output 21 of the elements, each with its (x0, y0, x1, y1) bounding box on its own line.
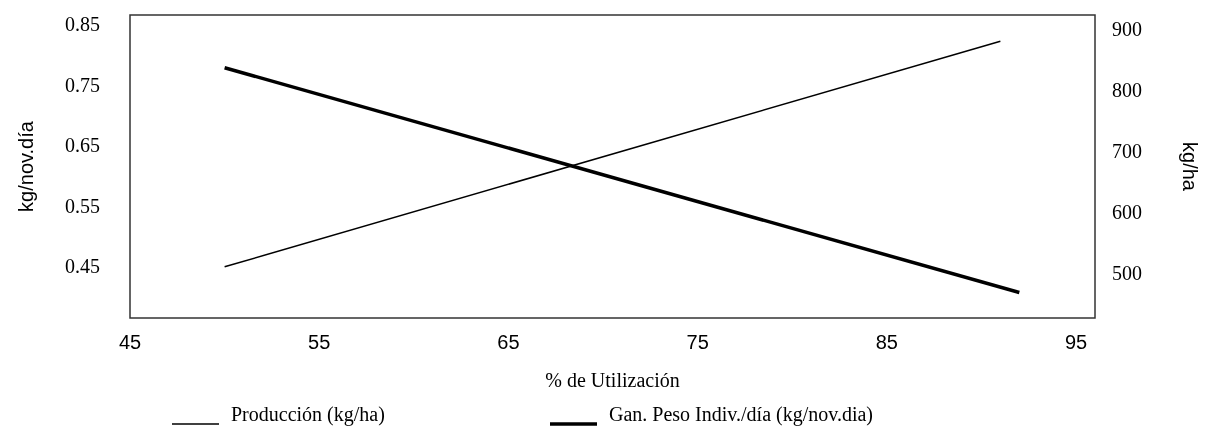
x-tick-label: 55 (308, 331, 331, 353)
x-tick-label: 65 (497, 331, 520, 353)
x-tick-label: 45 (118, 331, 142, 353)
y-tick-label: 0.45 (65, 255, 100, 278)
legend-label: Producción (kg/ha) (231, 403, 385, 426)
x-tick-label: 75 (686, 331, 709, 353)
y2-tick-label: 800 (1112, 78, 1142, 101)
y-tick-label: 0.75 (65, 73, 100, 96)
x-tick-label: 85 (875, 331, 898, 353)
y-tick-label: 0.85 (65, 13, 100, 36)
x-axis-title: % de Utilización (545, 369, 680, 391)
x-tick-label: 95 (1064, 331, 1088, 353)
y-axis-title: kg/nov.día (15, 120, 37, 212)
y2-tick-label: 700 (1112, 139, 1142, 162)
legend-label: Gan. Peso Indiv./día (kg/nov.dia) (609, 403, 874, 426)
y-tick-label: 0.55 (65, 194, 100, 217)
y2-axis-title: kg/ha (1179, 142, 1201, 192)
y2-tick-label: 900 (1112, 18, 1142, 41)
y2-tick-label: 500 (1112, 261, 1142, 284)
y2-tick-label: 600 (1112, 200, 1142, 223)
y-tick-label: 0.65 (65, 134, 100, 157)
